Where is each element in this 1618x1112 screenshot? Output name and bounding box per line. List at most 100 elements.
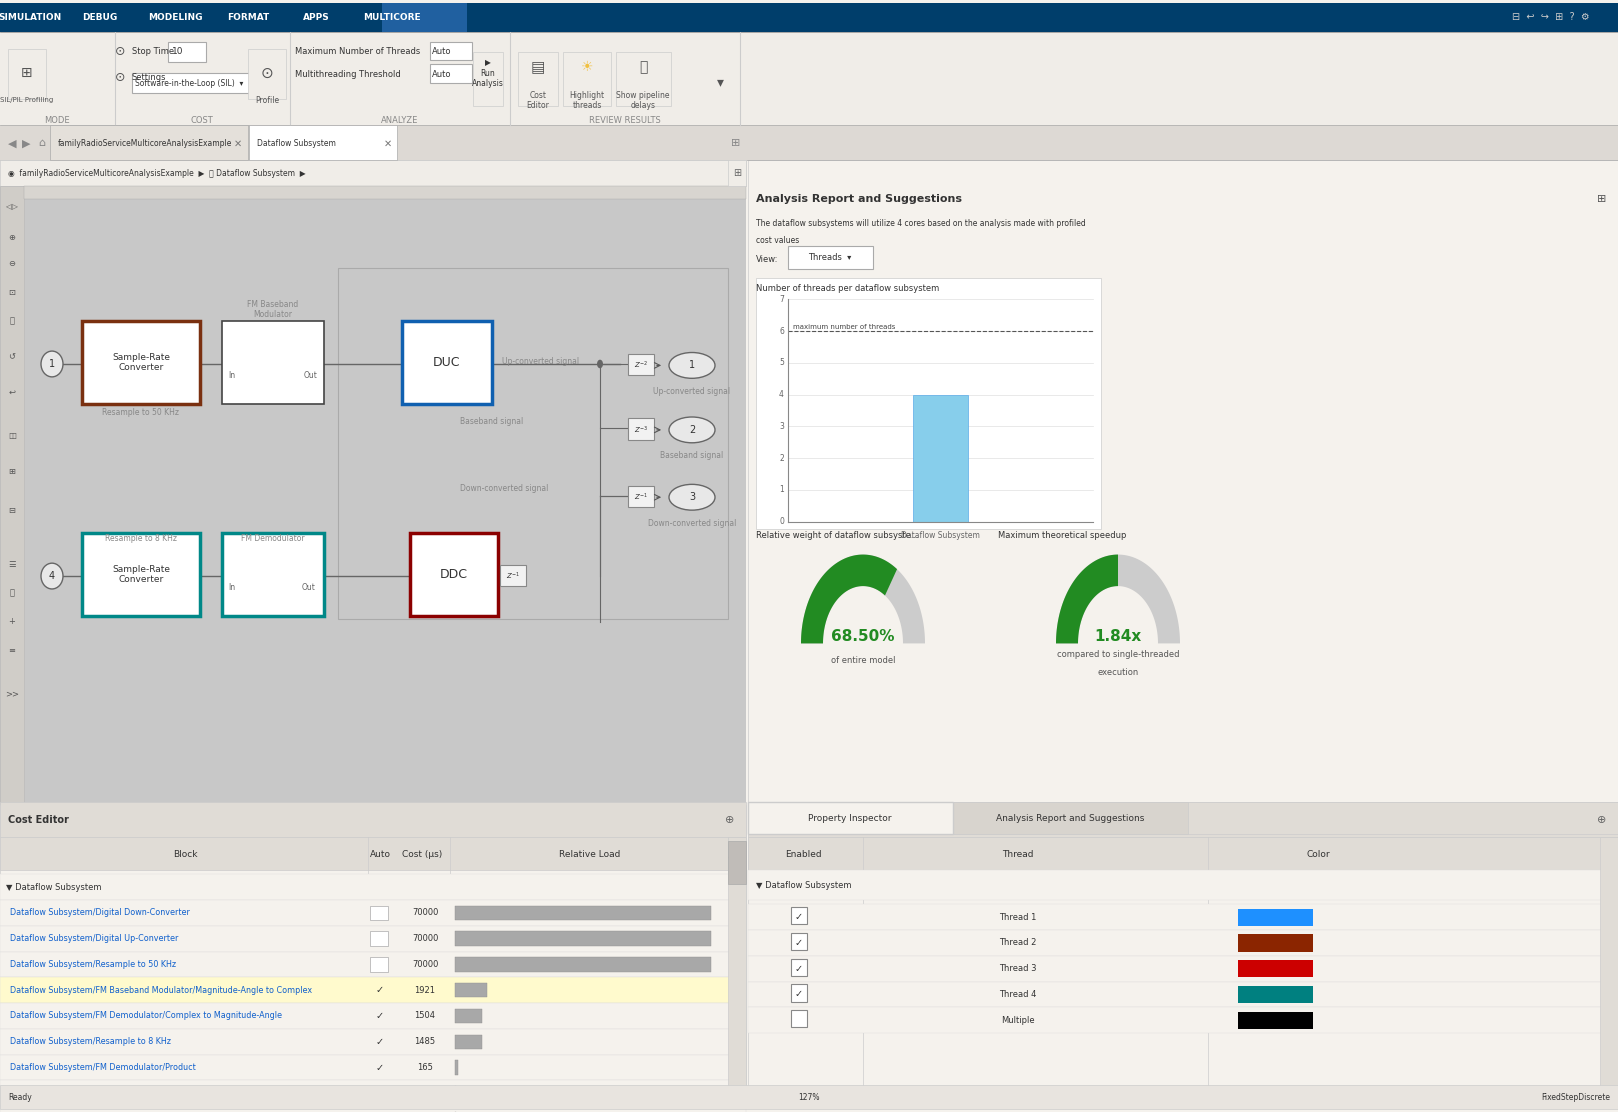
Text: ✓: ✓ bbox=[794, 937, 803, 947]
Text: $Z^{-1}$: $Z^{-1}$ bbox=[634, 492, 649, 503]
Bar bbox=[0, 1085, 1618, 1109]
Polygon shape bbox=[1057, 555, 1180, 644]
Text: Baseband signal: Baseband signal bbox=[460, 417, 523, 426]
Polygon shape bbox=[801, 555, 925, 644]
Text: ⊕: ⊕ bbox=[1597, 815, 1607, 825]
Text: In: In bbox=[228, 583, 235, 592]
Bar bbox=[748, 803, 1618, 837]
Bar bbox=[455, 983, 487, 997]
Text: familyRadioServiceMulticoreAnalysisExample: familyRadioServiceMulticoreAnalysisExamp… bbox=[58, 139, 233, 148]
Text: ⧖: ⧖ bbox=[639, 60, 647, 75]
Bar bbox=[0, 803, 746, 837]
Text: Auto: Auto bbox=[432, 70, 451, 79]
Bar bbox=[0, 1106, 746, 1112]
Text: REVIEW RESULTS: REVIEW RESULTS bbox=[589, 116, 660, 125]
Bar bbox=[518, 51, 558, 106]
Text: ⊟: ⊟ bbox=[8, 506, 16, 515]
Text: 127%: 127% bbox=[798, 1093, 820, 1102]
Text: ⊞: ⊞ bbox=[733, 168, 741, 178]
Bar bbox=[1238, 909, 1312, 925]
Bar bbox=[748, 805, 1618, 1088]
Bar bbox=[748, 930, 1618, 956]
Text: Down-converted signal: Down-converted signal bbox=[460, 484, 549, 493]
Text: ✓: ✓ bbox=[375, 1089, 383, 1099]
Text: cost values: cost values bbox=[756, 236, 799, 246]
Bar bbox=[50, 125, 248, 160]
Bar bbox=[0, 874, 746, 900]
Bar bbox=[728, 160, 746, 187]
Text: DDC: DDC bbox=[440, 568, 468, 582]
Bar bbox=[0, 977, 746, 1003]
Bar bbox=[248, 49, 286, 99]
Text: Dataflow Subsystem: Dataflow Subsystem bbox=[901, 532, 981, 540]
Text: Out: Out bbox=[303, 583, 316, 592]
Bar bbox=[748, 956, 1618, 982]
Text: ☰: ☰ bbox=[8, 560, 16, 569]
Bar bbox=[0, 1003, 746, 1029]
Text: ↩: ↩ bbox=[8, 388, 16, 397]
Text: 2: 2 bbox=[780, 454, 785, 463]
Text: SIL/PIL Profiling: SIL/PIL Profiling bbox=[0, 98, 53, 103]
Text: In: In bbox=[228, 371, 235, 380]
Text: ⊖: ⊖ bbox=[8, 259, 16, 268]
Text: MODELING: MODELING bbox=[147, 12, 202, 22]
Text: MODE: MODE bbox=[44, 116, 70, 125]
Text: Dataflow Subsystem/FM Demodulator/Product: Dataflow Subsystem/FM Demodulator/Produc… bbox=[10, 1063, 196, 1072]
Bar bbox=[748, 803, 1618, 834]
Text: ↺: ↺ bbox=[8, 353, 16, 361]
Bar bbox=[222, 533, 324, 616]
Bar bbox=[748, 904, 1618, 930]
Text: ◉  familyRadioServiceMulticoreAnalysisExample  ▶  📄 Dataflow Subsystem  ▶: ◉ familyRadioServiceMulticoreAnalysisExa… bbox=[8, 169, 306, 178]
Bar bbox=[748, 870, 1618, 900]
Text: ✓: ✓ bbox=[794, 990, 803, 1000]
Text: ⌂: ⌂ bbox=[37, 138, 45, 148]
Bar bbox=[401, 321, 492, 404]
Text: 1921: 1921 bbox=[414, 985, 435, 995]
Bar bbox=[756, 278, 1100, 529]
Text: Sample-Rate
Converter: Sample-Rate Converter bbox=[112, 353, 170, 373]
Text: Up-converted signal: Up-converted signal bbox=[502, 357, 579, 366]
Text: ▤: ▤ bbox=[531, 60, 545, 75]
Text: Color: Color bbox=[1306, 850, 1330, 858]
Text: ✓: ✓ bbox=[375, 1011, 383, 1021]
Bar bbox=[83, 533, 201, 616]
Text: Thread Highlighting Legend: Thread Highlighting Legend bbox=[756, 815, 911, 825]
Text: Maximum theoretical speedup: Maximum theoretical speedup bbox=[998, 532, 1126, 540]
Text: FM Demodulator: FM Demodulator bbox=[241, 534, 304, 544]
Text: ✓: ✓ bbox=[794, 964, 803, 974]
Bar bbox=[628, 486, 654, 507]
Bar bbox=[1238, 960, 1312, 977]
Bar bbox=[0, 3, 1618, 31]
Text: 70000: 70000 bbox=[413, 960, 438, 969]
Text: ▾: ▾ bbox=[717, 75, 723, 89]
Text: 7: 7 bbox=[780, 295, 785, 304]
Text: ⊞: ⊞ bbox=[731, 138, 741, 148]
Text: Dataflow Subsystem/Resample to 50 KHz: Dataflow Subsystem/Resample to 50 KHz bbox=[10, 960, 176, 969]
Text: 1504: 1504 bbox=[414, 1012, 435, 1021]
Text: ⊙: ⊙ bbox=[115, 46, 125, 58]
Text: 3: 3 bbox=[689, 493, 696, 503]
Text: ⊕: ⊕ bbox=[8, 234, 16, 242]
Text: Auto: Auto bbox=[369, 850, 390, 858]
Bar bbox=[1238, 986, 1312, 1003]
Text: ▶
Run
Analysis: ▶ Run Analysis bbox=[472, 58, 503, 88]
Bar bbox=[0, 31, 1618, 125]
Text: 1.84x: 1.84x bbox=[1094, 628, 1142, 644]
Text: DEBUG: DEBUG bbox=[83, 12, 118, 22]
Bar bbox=[563, 51, 612, 106]
Text: ✓: ✓ bbox=[375, 1036, 383, 1046]
Text: 1: 1 bbox=[689, 360, 696, 370]
Text: SIMULATION: SIMULATION bbox=[0, 12, 61, 22]
Text: Show pipeline
delays: Show pipeline delays bbox=[616, 90, 670, 110]
Text: ANALYZE: ANALYZE bbox=[382, 116, 419, 125]
Text: Sample-Rate
Converter: Sample-Rate Converter bbox=[112, 565, 170, 584]
Text: ✕: ✕ bbox=[235, 138, 243, 148]
Bar bbox=[222, 321, 324, 404]
Text: FixedStepDiscrete: FixedStepDiscrete bbox=[1540, 1093, 1610, 1102]
Text: Thread 2: Thread 2 bbox=[1000, 939, 1037, 947]
Bar bbox=[0, 1054, 746, 1081]
Text: ⊙: ⊙ bbox=[115, 71, 125, 83]
Bar bbox=[371, 905, 388, 920]
Text: Stop Time: Stop Time bbox=[133, 47, 175, 56]
Text: 70000: 70000 bbox=[413, 934, 438, 943]
